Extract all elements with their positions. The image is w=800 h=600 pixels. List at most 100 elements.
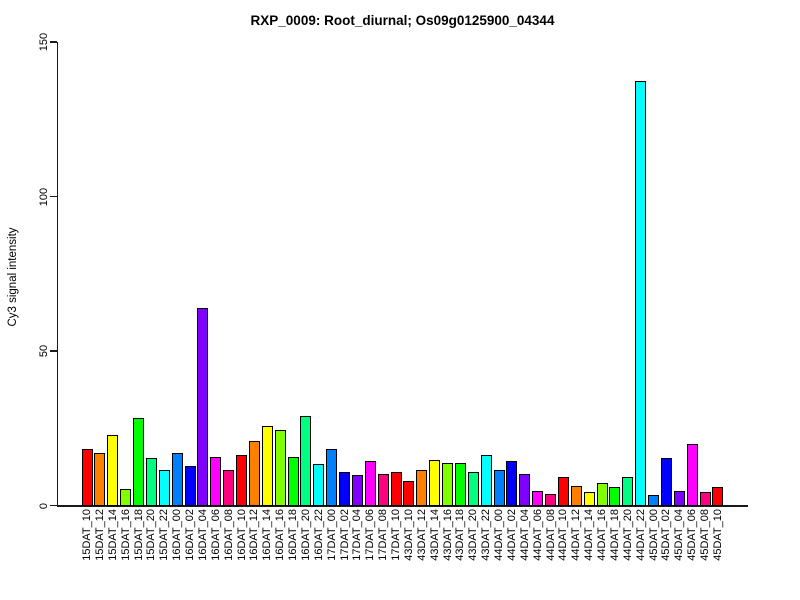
bar: [570, 485, 582, 506]
bar: [133, 417, 144, 506]
x-tick-label: 15DAT_10: [81, 509, 93, 561]
bar: [480, 454, 492, 506]
bar: [390, 471, 402, 506]
x-tick-label: 15DAT_22: [158, 509, 171, 561]
x-tick-label: 44DAT_06: [531, 509, 544, 561]
bar: [81, 448, 93, 506]
y-tick-label: 100: [38, 187, 50, 206]
x-tick-label: 43DAT_22: [480, 509, 493, 561]
bar: [197, 307, 209, 506]
x-tick-label: 16DAT_12: [248, 509, 261, 561]
bar: [326, 448, 338, 506]
bar: [454, 462, 466, 506]
bar: [519, 473, 531, 506]
y-axis-line: [56, 41, 58, 506]
bar: [107, 434, 119, 506]
x-tick-label: 44DAT_14: [583, 509, 596, 561]
y-tick-mark: [50, 504, 57, 507]
y-tick-mark: [50, 41, 57, 43]
bar: [699, 491, 711, 506]
x-tick-label: 17DAT_08: [377, 509, 390, 561]
bar: [274, 429, 286, 506]
bar: [467, 471, 479, 506]
bar: [648, 494, 659, 506]
x-tick-label: 16DAT_16: [274, 509, 287, 561]
bar: [210, 456, 222, 506]
bar: [158, 469, 170, 506]
x-tick-label: 43DAT_12: [415, 509, 428, 561]
chart-title: RXP_0009: Root_diurnal; Os09g0125900_043…: [250, 13, 555, 28]
bar: [184, 465, 196, 506]
bar: [94, 452, 106, 506]
x-tick-label: 44DAT_12: [570, 509, 583, 561]
bar: [351, 474, 363, 506]
x-tick-label: 15DAT_20: [145, 509, 158, 561]
bar: [712, 486, 724, 506]
x-tick-label: 44DAT_10: [557, 509, 570, 561]
bar: [673, 490, 685, 506]
bar: [493, 469, 505, 506]
x-tick-label: 43DAT_18: [454, 509, 467, 561]
bar: [429, 459, 441, 506]
bar: [313, 463, 325, 506]
x-tick-label: 16DAT_08: [222, 509, 235, 561]
x-tick-label: 15DAT_18: [132, 509, 145, 561]
bar: [532, 490, 544, 506]
x-tick-label: 17DAT_10: [390, 509, 402, 561]
y-tick-mark: [50, 195, 57, 198]
x-tick-label: 16DAT_10: [235, 509, 248, 561]
x-tick-label: 43DAT_14: [428, 509, 441, 561]
bar: [248, 440, 260, 506]
bar: [300, 415, 312, 506]
bar: [557, 476, 569, 506]
x-tick-label: 15DAT_14: [106, 509, 119, 561]
x-tick-label: 44DAT_00: [493, 509, 505, 561]
x-tick-label: 16DAT_04: [196, 509, 209, 561]
y-tick-label: 50: [38, 344, 50, 358]
bar: [442, 462, 453, 506]
x-tick-label: 16DAT_00: [171, 509, 184, 561]
y-axis-title: Cy3 signal intensity: [7, 227, 19, 327]
bar: [171, 452, 183, 506]
y-tick-mark: [50, 350, 57, 352]
x-tick-label: 43DAT_20: [467, 509, 480, 561]
x-tick-label: 44DAT_20: [621, 509, 634, 561]
bar: [622, 476, 634, 506]
x-tick-label: 17DAT_02: [338, 509, 351, 561]
bar: [236, 454, 247, 506]
x-tick-label: 44DAT_18: [608, 509, 621, 561]
x-tick-label: 16DAT_18: [287, 509, 299, 561]
x-tick-label: 45DAT_04: [673, 509, 686, 561]
bar: [403, 480, 415, 506]
y-tick-label: 0: [38, 502, 50, 509]
x-tick-label: 44DAT_04: [518, 509, 531, 561]
bar: [686, 443, 698, 506]
bar: [261, 425, 273, 506]
x-tick-label: 43DAT_10: [402, 509, 415, 561]
x-tick-label: 17DAT_04: [351, 509, 364, 561]
bar: [583, 491, 595, 506]
x-tick-label: 44DAT_16: [596, 509, 608, 561]
bar: [635, 80, 647, 506]
x-tick-label: 44DAT_02: [505, 509, 518, 561]
x-tick-label: 17DAT_06: [364, 509, 377, 561]
x-tick-label: 16DAT_22: [312, 509, 325, 561]
x-tick-label: 45DAT_10: [711, 509, 724, 561]
x-tick-label: 45DAT_06: [686, 509, 699, 561]
bar: [660, 457, 672, 506]
bar: [596, 482, 608, 506]
bar: [145, 457, 157, 506]
bar: [506, 460, 518, 506]
x-tick-label: 15DAT_16: [119, 509, 132, 561]
x-tick-label: 45DAT_02: [660, 509, 673, 561]
x-tick-label: 44DAT_08: [544, 509, 557, 561]
bar: [416, 469, 428, 506]
x-tick-label: 44DAT_22: [634, 509, 647, 561]
bar: [339, 471, 350, 506]
x-tick-label: 16DAT_20: [299, 509, 312, 561]
x-tick-label: 16DAT_06: [209, 509, 222, 561]
x-axis-line: [56, 505, 748, 507]
bar: [609, 486, 621, 506]
x-tick-label: 17DAT_00: [325, 509, 338, 561]
